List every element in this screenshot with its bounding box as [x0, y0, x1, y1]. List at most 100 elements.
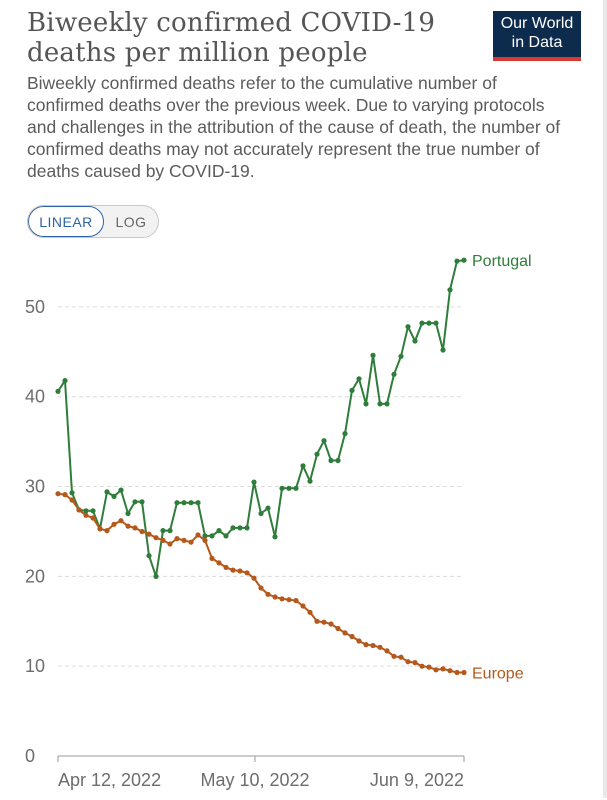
portugal-point — [160, 528, 166, 534]
y-tick-label: 0 — [25, 746, 35, 766]
owid-logo[interactable]: Our World in Data — [493, 11, 581, 61]
portugal-point — [55, 388, 61, 394]
europe-point — [321, 619, 327, 625]
portugal-point — [377, 401, 383, 407]
europe-point — [412, 660, 418, 666]
scale-toggle: LINEAR LOG — [27, 205, 159, 238]
europe-point — [384, 648, 390, 654]
europe-point — [272, 594, 278, 600]
europe-point — [132, 525, 138, 531]
europe-point — [440, 666, 446, 672]
europe-point — [377, 644, 383, 650]
europe-point — [97, 526, 103, 532]
europe-point — [223, 564, 229, 571]
y-tick-label: 40 — [25, 387, 45, 407]
portugal-point — [139, 499, 145, 505]
europe-point — [419, 663, 425, 669]
portugal-point — [258, 510, 264, 517]
portugal-point — [461, 257, 467, 263]
europe-point — [209, 555, 215, 562]
europe-point — [370, 642, 376, 649]
portugal-point — [328, 457, 334, 464]
portugal-point — [146, 553, 152, 559]
log-scale-button[interactable]: LOG — [115, 213, 147, 230]
series-labels: Portugal Europe — [472, 253, 532, 682]
series-portugal — [55, 257, 467, 580]
portugal-series-label: Portugal — [472, 253, 532, 270]
portugal-point — [202, 533, 208, 539]
portugal-point — [342, 431, 348, 437]
portugal-point — [69, 490, 75, 496]
europe-point — [230, 567, 236, 573]
y-tick-label: 20 — [25, 566, 45, 586]
portugal-point — [440, 347, 446, 353]
portugal-point — [419, 320, 425, 326]
europe-point — [356, 638, 362, 644]
portugal-point — [230, 525, 236, 531]
europe-point — [55, 491, 61, 497]
europe-point — [279, 596, 285, 602]
portugal-point — [272, 534, 278, 540]
europe-point — [195, 532, 201, 538]
y-tick-label: 30 — [25, 477, 45, 497]
portugal-point — [363, 401, 369, 407]
portugal-point — [167, 528, 173, 534]
series-lines — [55, 257, 467, 676]
europe-point — [174, 536, 180, 542]
portugal-point — [125, 510, 131, 517]
portugal-point — [237, 525, 243, 531]
europe-point — [188, 539, 194, 545]
europe-point — [146, 531, 152, 537]
europe-point — [447, 668, 453, 674]
europe-point — [391, 653, 397, 659]
portugal-point — [426, 320, 432, 326]
portugal-point — [265, 505, 271, 511]
portugal-point — [286, 485, 292, 491]
europe-point — [433, 667, 439, 673]
portugal-point — [321, 438, 327, 444]
chart-title: Biweekly confirmed COVID-19 deaths per m… — [27, 8, 436, 68]
europe-point — [286, 597, 292, 603]
europe-point — [300, 603, 306, 609]
portugal-point — [447, 287, 453, 293]
europe-point — [244, 570, 250, 576]
portugal-point — [223, 533, 229, 539]
europe-point — [153, 535, 159, 541]
portugal-point — [356, 376, 362, 382]
linear-scale-button[interactable]: LINEAR — [28, 206, 104, 237]
portugal-point — [188, 500, 194, 506]
gridlines — [58, 306, 464, 667]
europe-point — [160, 537, 166, 544]
europe-point — [398, 654, 404, 660]
europe-point — [76, 507, 82, 513]
europe-point — [363, 642, 369, 648]
europe-point — [265, 591, 271, 597]
europe-point — [349, 633, 355, 640]
europe-series-label: Europe — [472, 665, 524, 682]
x-tick-label: Jun 9, 2022 — [370, 770, 464, 790]
portugal-point — [384, 401, 390, 407]
portugal-point — [349, 387, 355, 393]
europe-point — [181, 537, 187, 544]
portugal-point — [153, 573, 159, 580]
europe-point — [216, 560, 222, 566]
portugal-point — [181, 500, 187, 506]
portugal-point — [398, 353, 404, 359]
europe-point — [83, 512, 89, 518]
logo-line-1: Our World — [500, 15, 574, 32]
europe-point — [69, 497, 75, 503]
europe-point — [104, 528, 110, 534]
europe-point — [118, 518, 124, 524]
europe-point — [111, 521, 117, 527]
portugal-line — [57, 259, 465, 578]
europe-point — [335, 625, 341, 632]
portugal-point — [279, 485, 285, 491]
portugal-point — [405, 324, 411, 330]
portugal-point — [293, 485, 299, 491]
europe-point — [139, 528, 145, 535]
y-tick-label: 50 — [25, 297, 45, 317]
europe-point — [202, 537, 208, 544]
europe-point — [90, 515, 96, 521]
